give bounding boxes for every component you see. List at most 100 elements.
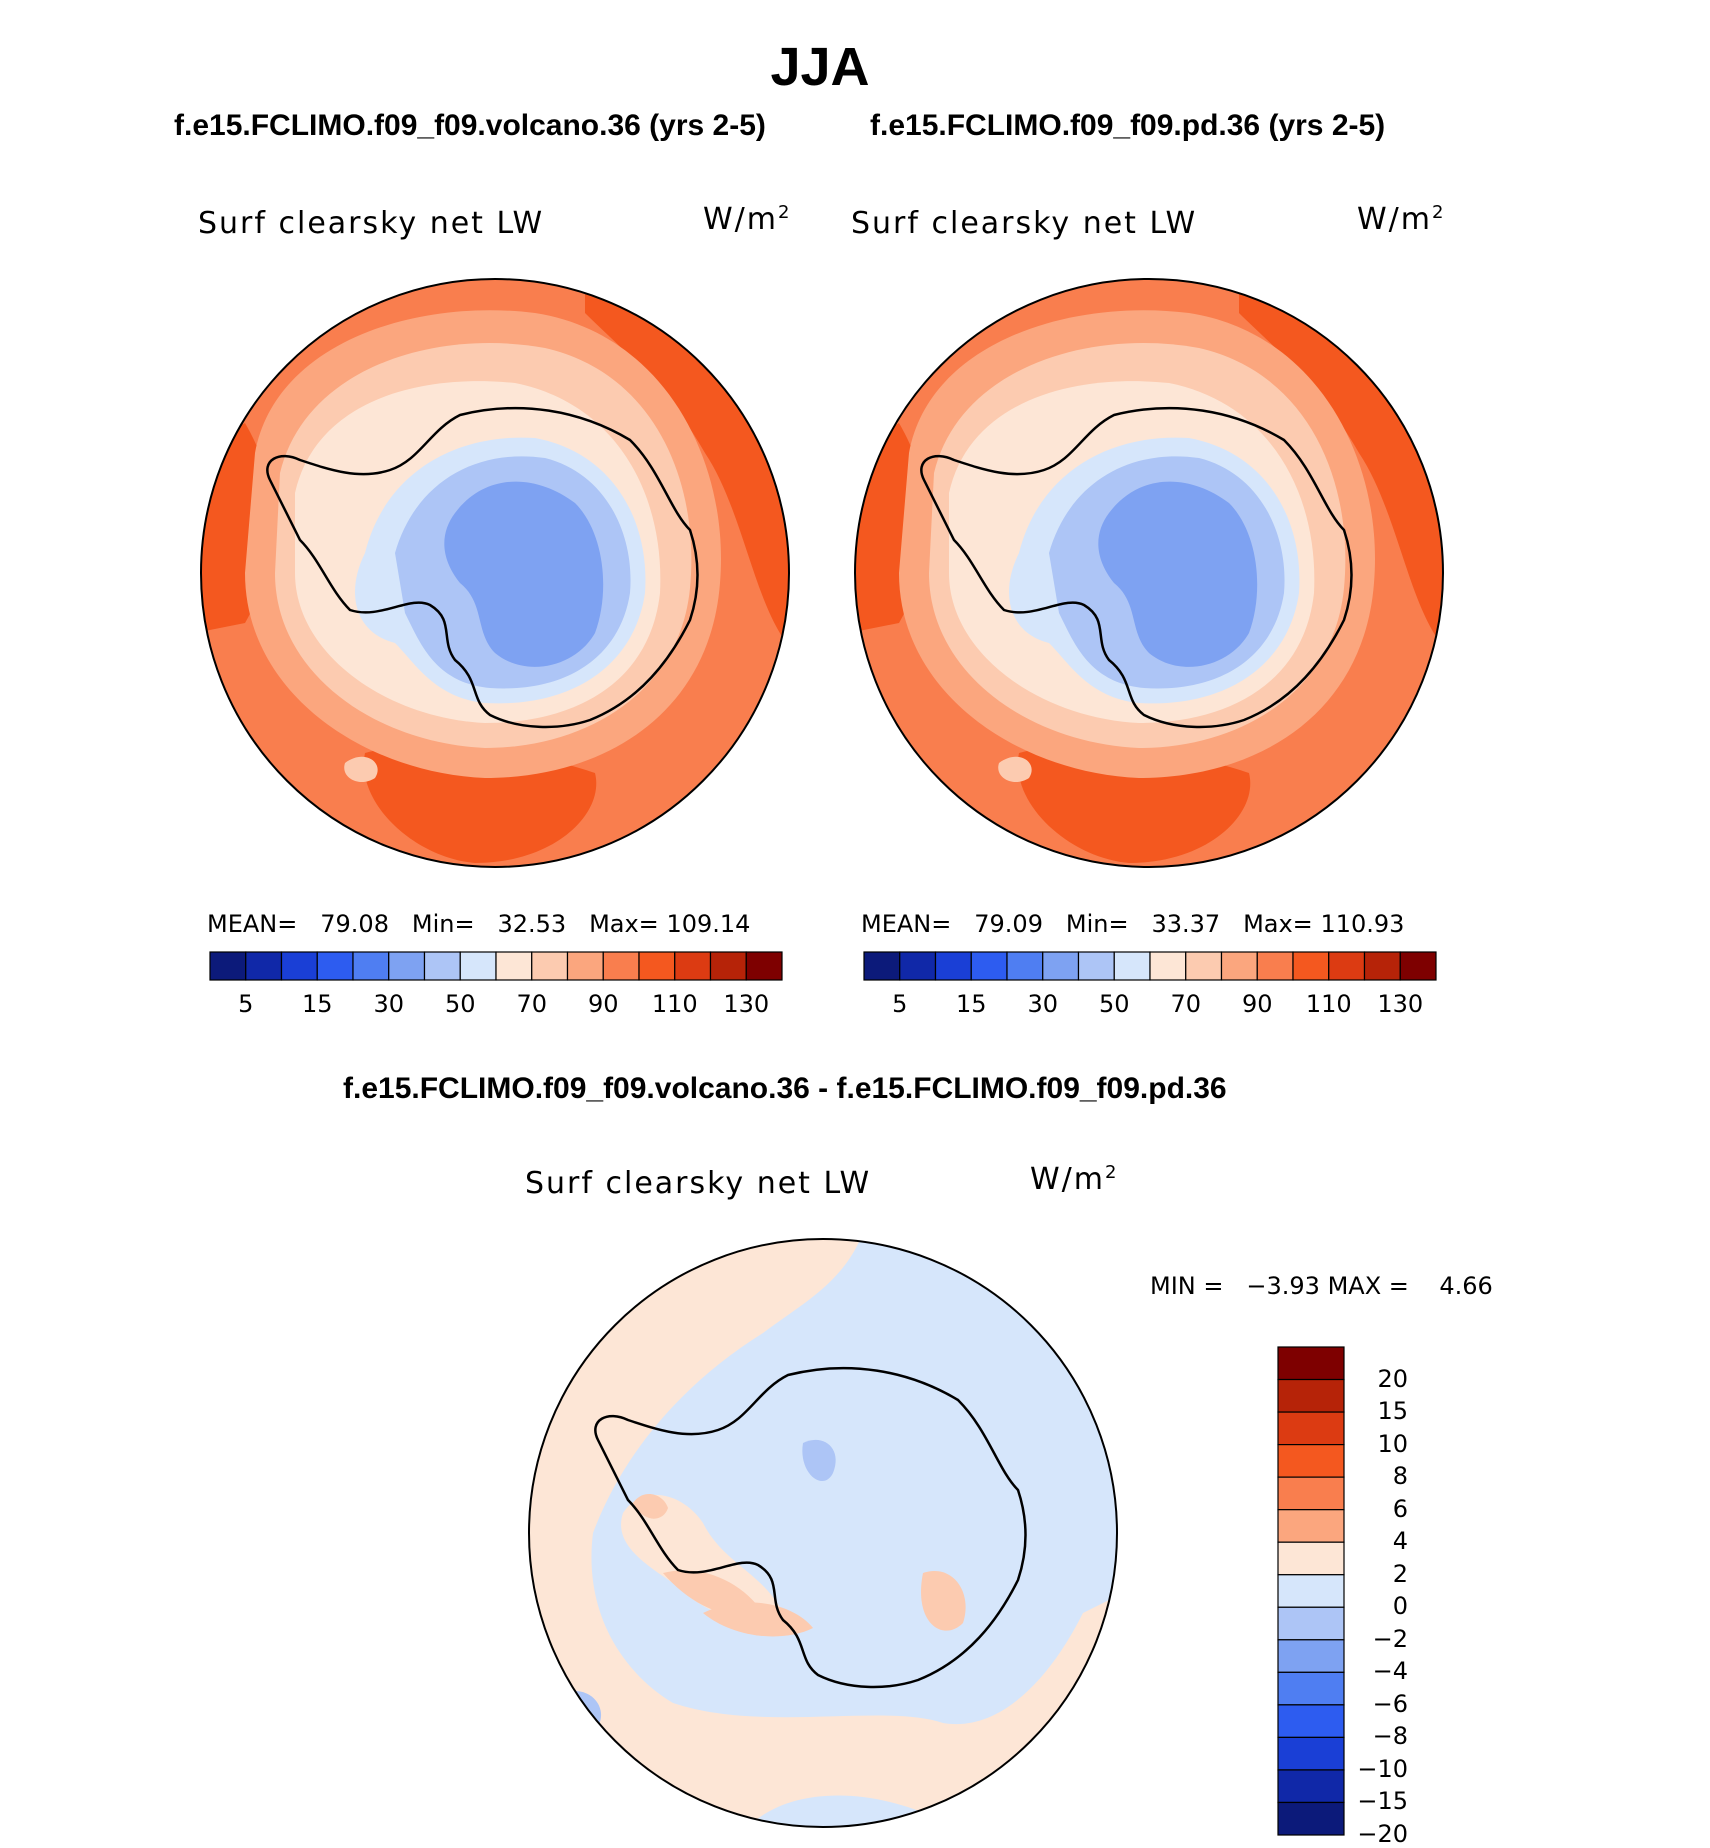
panel-right-mean-label: MEAN= [861,910,952,938]
panel-right-colorbar-swatch [1292,951,1330,981]
panel-right-colorbar-swatch [899,951,937,981]
panel-left-colorbar-swatch [209,951,247,981]
panel-right-mean: 79.09 [974,910,1043,938]
panel-left-colorbar-swatch [495,951,533,981]
diff-colorbar-swatch [1277,1704,1345,1739]
panel-right-colorbar-swatch [970,951,1008,981]
diff-colorbar-tick-label: 2 [1392,1559,1408,1588]
diff-colorbar-tick-label: −8 [1372,1722,1408,1751]
panel-left-colorbar-tick-label: 5 [238,990,254,1018]
diff-colorbar-tick-label: −4 [1372,1657,1408,1686]
panel-right-colorbar-swatch [1328,951,1366,981]
diff-colorbar-swatch [1277,1541,1345,1576]
panel-right-colorbar-tick-label: 5 [892,990,908,1018]
panel-left-colorbar-tick-label: 90 [587,990,619,1018]
season-title: JJA [770,37,870,97]
panel-left-colorbar-swatch [602,951,640,981]
panel-right-colorbar-swatch [1042,951,1080,981]
panel-right-colorbar-swatch [1077,951,1115,981]
panel-left-colorbar-swatch [638,951,676,981]
panel-right-max-label: Max= [1243,910,1313,938]
panel-left-colorbar-swatch [388,951,426,981]
panel-right-colorbar-tick-label: 30 [1027,990,1059,1018]
diff-colorbar-swatch [1277,1639,1345,1673]
panel-left-colorbar-tick-label: 70 [516,990,548,1018]
diff-header: f.e15.FCLIMO.f09_f09.volcano.36 - f.e15.… [343,1072,1227,1105]
diff-colorbar-tick-label: −20 [1357,1820,1408,1848]
panel-left-colorbar-swatch [709,951,747,981]
panel-right-units: W/m2 [1357,202,1446,237]
panel-right-colorbar [863,951,1437,981]
panel-right-coastline [920,406,1353,729]
panel-right-colorbar-swatch [1363,951,1401,981]
panel-right-colorbar-swatch [1149,951,1187,981]
panel-left-colorbar-tick-label: 50 [444,990,476,1018]
panel-left-map-border [200,278,790,868]
diff-stats: MIN = −3.93 MAX = 4.66 [1150,1272,1493,1300]
panel-left-variable: Surf clearsky net LW [198,206,545,241]
panel-right-colorbar-swatch [934,951,972,981]
diff-colorbar-swatch [1277,1606,1345,1641]
diff-colorbar-tick-label: 20 [1377,1364,1408,1393]
diff-colorbar-tick-label: 0 [1392,1592,1408,1621]
panel-left-mean-label: MEAN= [207,910,298,938]
diff-colorbar-tick-label: −6 [1372,1689,1408,1718]
panel-left-map-field [201,279,789,867]
diff-colorbar-swatch [1277,1476,1345,1511]
panel-right-max: 110.93 [1320,910,1405,938]
panel-left-colorbar-swatch [566,951,604,981]
panel-right-variable: Surf clearsky net LW [851,206,1198,241]
diff-max-label: MAX = [1327,1272,1409,1300]
diff-colorbar-swatch [1277,1801,1345,1836]
panel-right-colorbar-ticks: 5 15 30 50 70 90 110 130 [863,990,1437,1020]
panel-left-colorbar-tick-label: 30 [373,990,405,1018]
panel-left-colorbar-swatch [245,951,283,981]
diff-colorbar-tick-label: −15 [1357,1787,1408,1816]
panel-right-colorbar-tick-label: 15 [955,990,987,1018]
diff-colorbar-ticks: 20 15 10 8 6 4 2 0 −2 −4 −6 −8 −10 −15 −20 [1352,1346,1432,1848]
panel-left-colorbar-swatch [280,951,318,981]
panel-left-units: W/m2 [703,202,792,237]
panel-right-colorbar-swatch [863,951,901,981]
panel-left-min-label: Min= [411,910,475,938]
diff-map-field [529,1239,1117,1827]
panel-left-min: 32.53 [497,910,567,938]
diff-colorbar-swatch [1277,1346,1345,1381]
panel-left-colorbar-swatch [459,951,497,981]
panel-left-stats: MEAN= 79.08 Min= 32.53 Max= 109.14 [207,910,750,938]
panel-left-colorbar-ticks: 5 15 30 50 70 90 110 130 [209,990,783,1020]
diff-colorbar-tick-label: −10 [1357,1754,1408,1783]
diff-units: W/m2 [1030,1162,1119,1197]
panel-right-min: 33.37 [1151,910,1221,938]
panel-left-colorbar-swatch [352,951,390,981]
diff-colorbar-tick-label: 6 [1392,1494,1408,1523]
diff-colorbar-swatch [1277,1574,1345,1608]
diff-colorbar [1277,1346,1345,1836]
diff-colorbar-swatch [1277,1378,1345,1413]
panel-right-map-field [855,279,1443,867]
panel-left-colorbar [209,951,783,981]
panel-left-colorbar-swatch [674,951,712,981]
panel-right-colorbar-swatch [1220,951,1258,981]
panel-left-colorbar-tick-label: 130 [723,990,770,1018]
diff-colorbar-swatch [1277,1411,1345,1446]
panel-left-mean: 79.08 [320,910,389,938]
panel-left-colorbar-swatch [316,951,354,981]
diff-colorbar-tick-label: 4 [1392,1527,1408,1556]
panel-left-max-label: Max= [589,910,659,938]
panel-right-stats: MEAN= 79.09 Min= 33.37 Max= 110.93 [861,910,1404,938]
diff-colorbar-swatch [1277,1769,1345,1804]
panel-left-colorbar-swatch [531,951,569,981]
panel-right-colorbar-tick-label: 90 [1241,990,1273,1018]
panel-right-colorbar-swatch [1256,951,1294,981]
panel-left-colorbar-tick-label: 15 [301,990,333,1018]
diff-variable: Surf clearsky net LW [525,1166,872,1201]
diff-colorbar-swatch [1277,1736,1345,1771]
diff-colorbar-swatch [1277,1443,1345,1478]
panel-right-colorbar-tick-label: 110 [1305,990,1352,1018]
panel-right-colorbar-swatch [1185,951,1223,981]
diff-colorbar-tick-label: 10 [1377,1429,1408,1458]
diff-colorbar-swatch [1277,1671,1345,1706]
diff-coastline [594,1366,1027,1689]
